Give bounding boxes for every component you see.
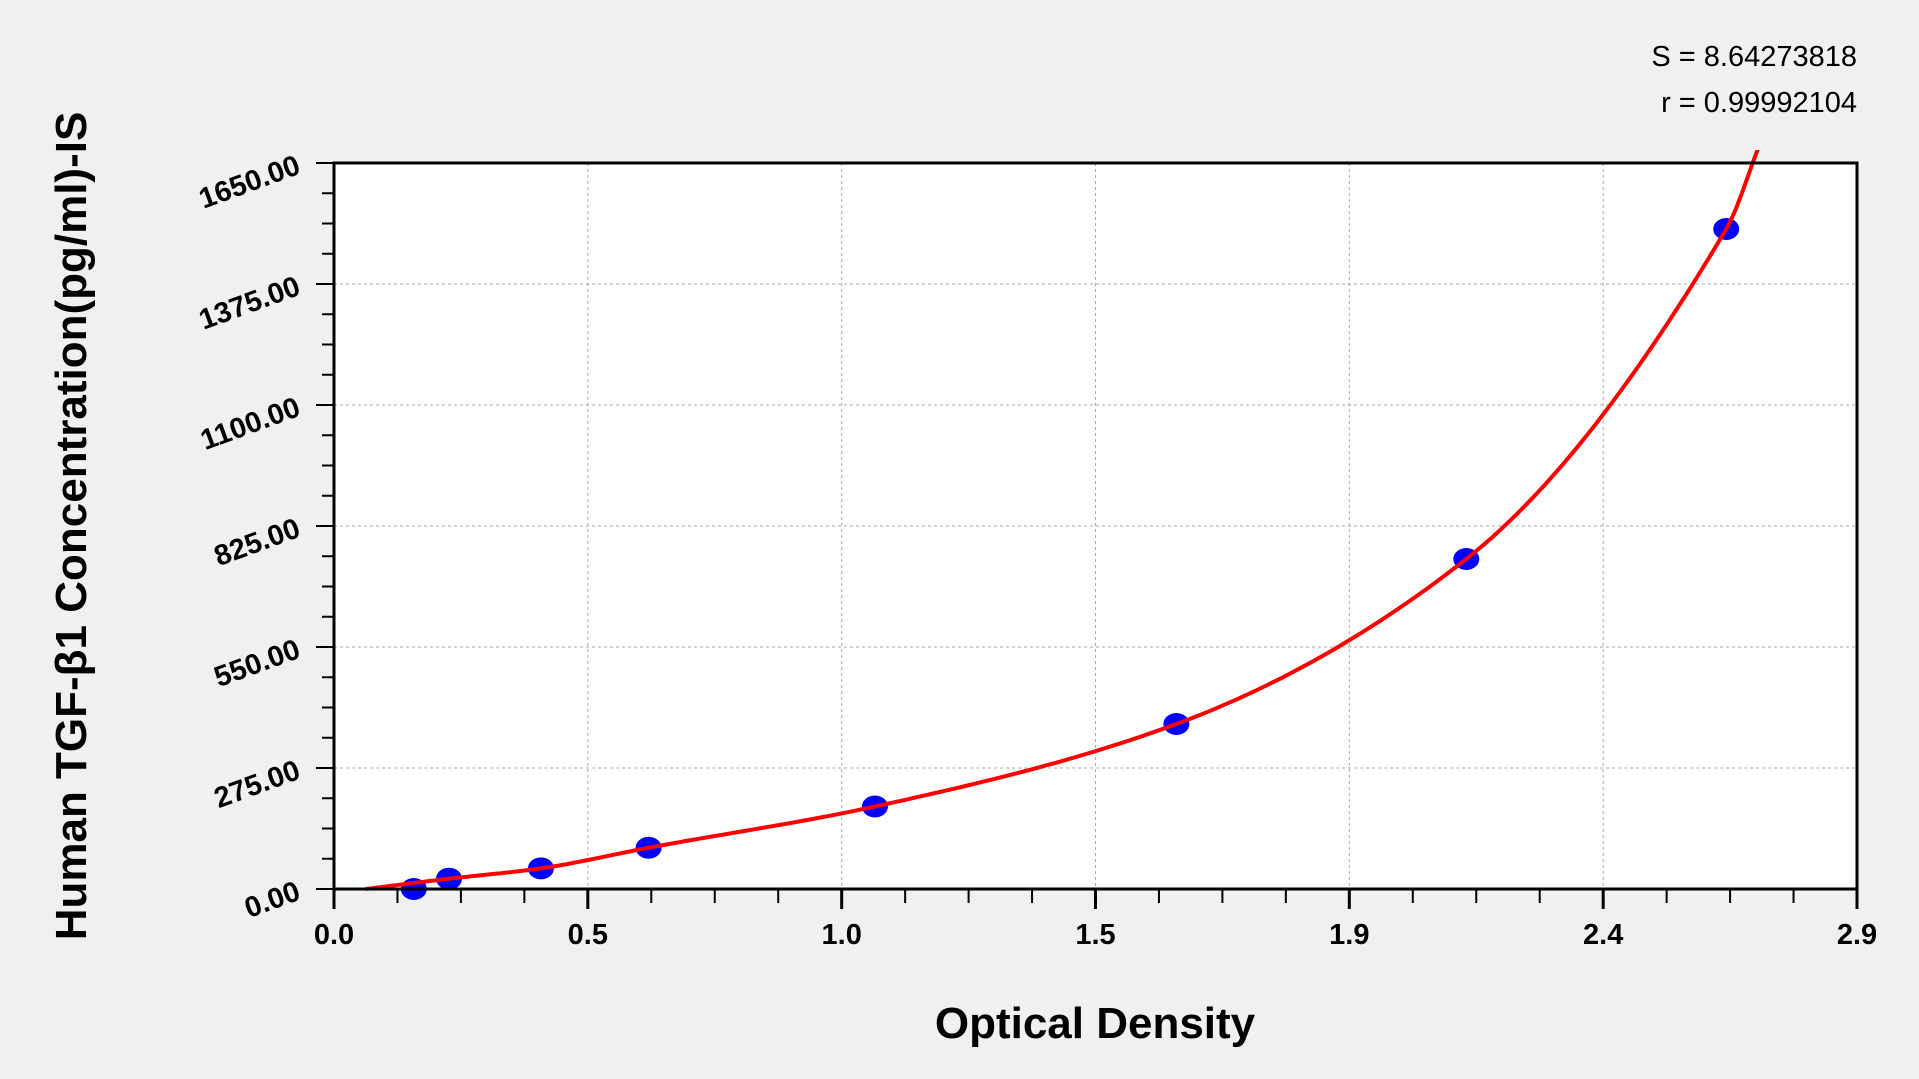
x-axis-title: Optical Density bbox=[935, 999, 1256, 1048]
fit-curve bbox=[365, 150, 1760, 891]
y-axis-title: Human TGF-β1 Concentration(pg/ml)-IS bbox=[47, 112, 96, 941]
annotation-s-value: S = 8.64273818 bbox=[1651, 41, 1857, 73]
x-tick-label: 2.9 bbox=[1837, 919, 1877, 951]
x-tick-label: 1.5 bbox=[1075, 919, 1115, 951]
x-tick-label: 1.9 bbox=[1329, 919, 1369, 951]
x-tick-label: 0.5 bbox=[568, 919, 608, 951]
x-tick-label: 1.0 bbox=[822, 919, 862, 951]
x-tick-label: 0.0 bbox=[314, 919, 354, 951]
x-tick-label: 2.4 bbox=[1583, 919, 1623, 951]
plot-frame bbox=[332, 161, 1859, 891]
annotation-r-value: r = 0.99992104 bbox=[1661, 87, 1857, 119]
axis-ticks bbox=[316, 162, 1859, 909]
grid bbox=[334, 163, 1857, 889]
